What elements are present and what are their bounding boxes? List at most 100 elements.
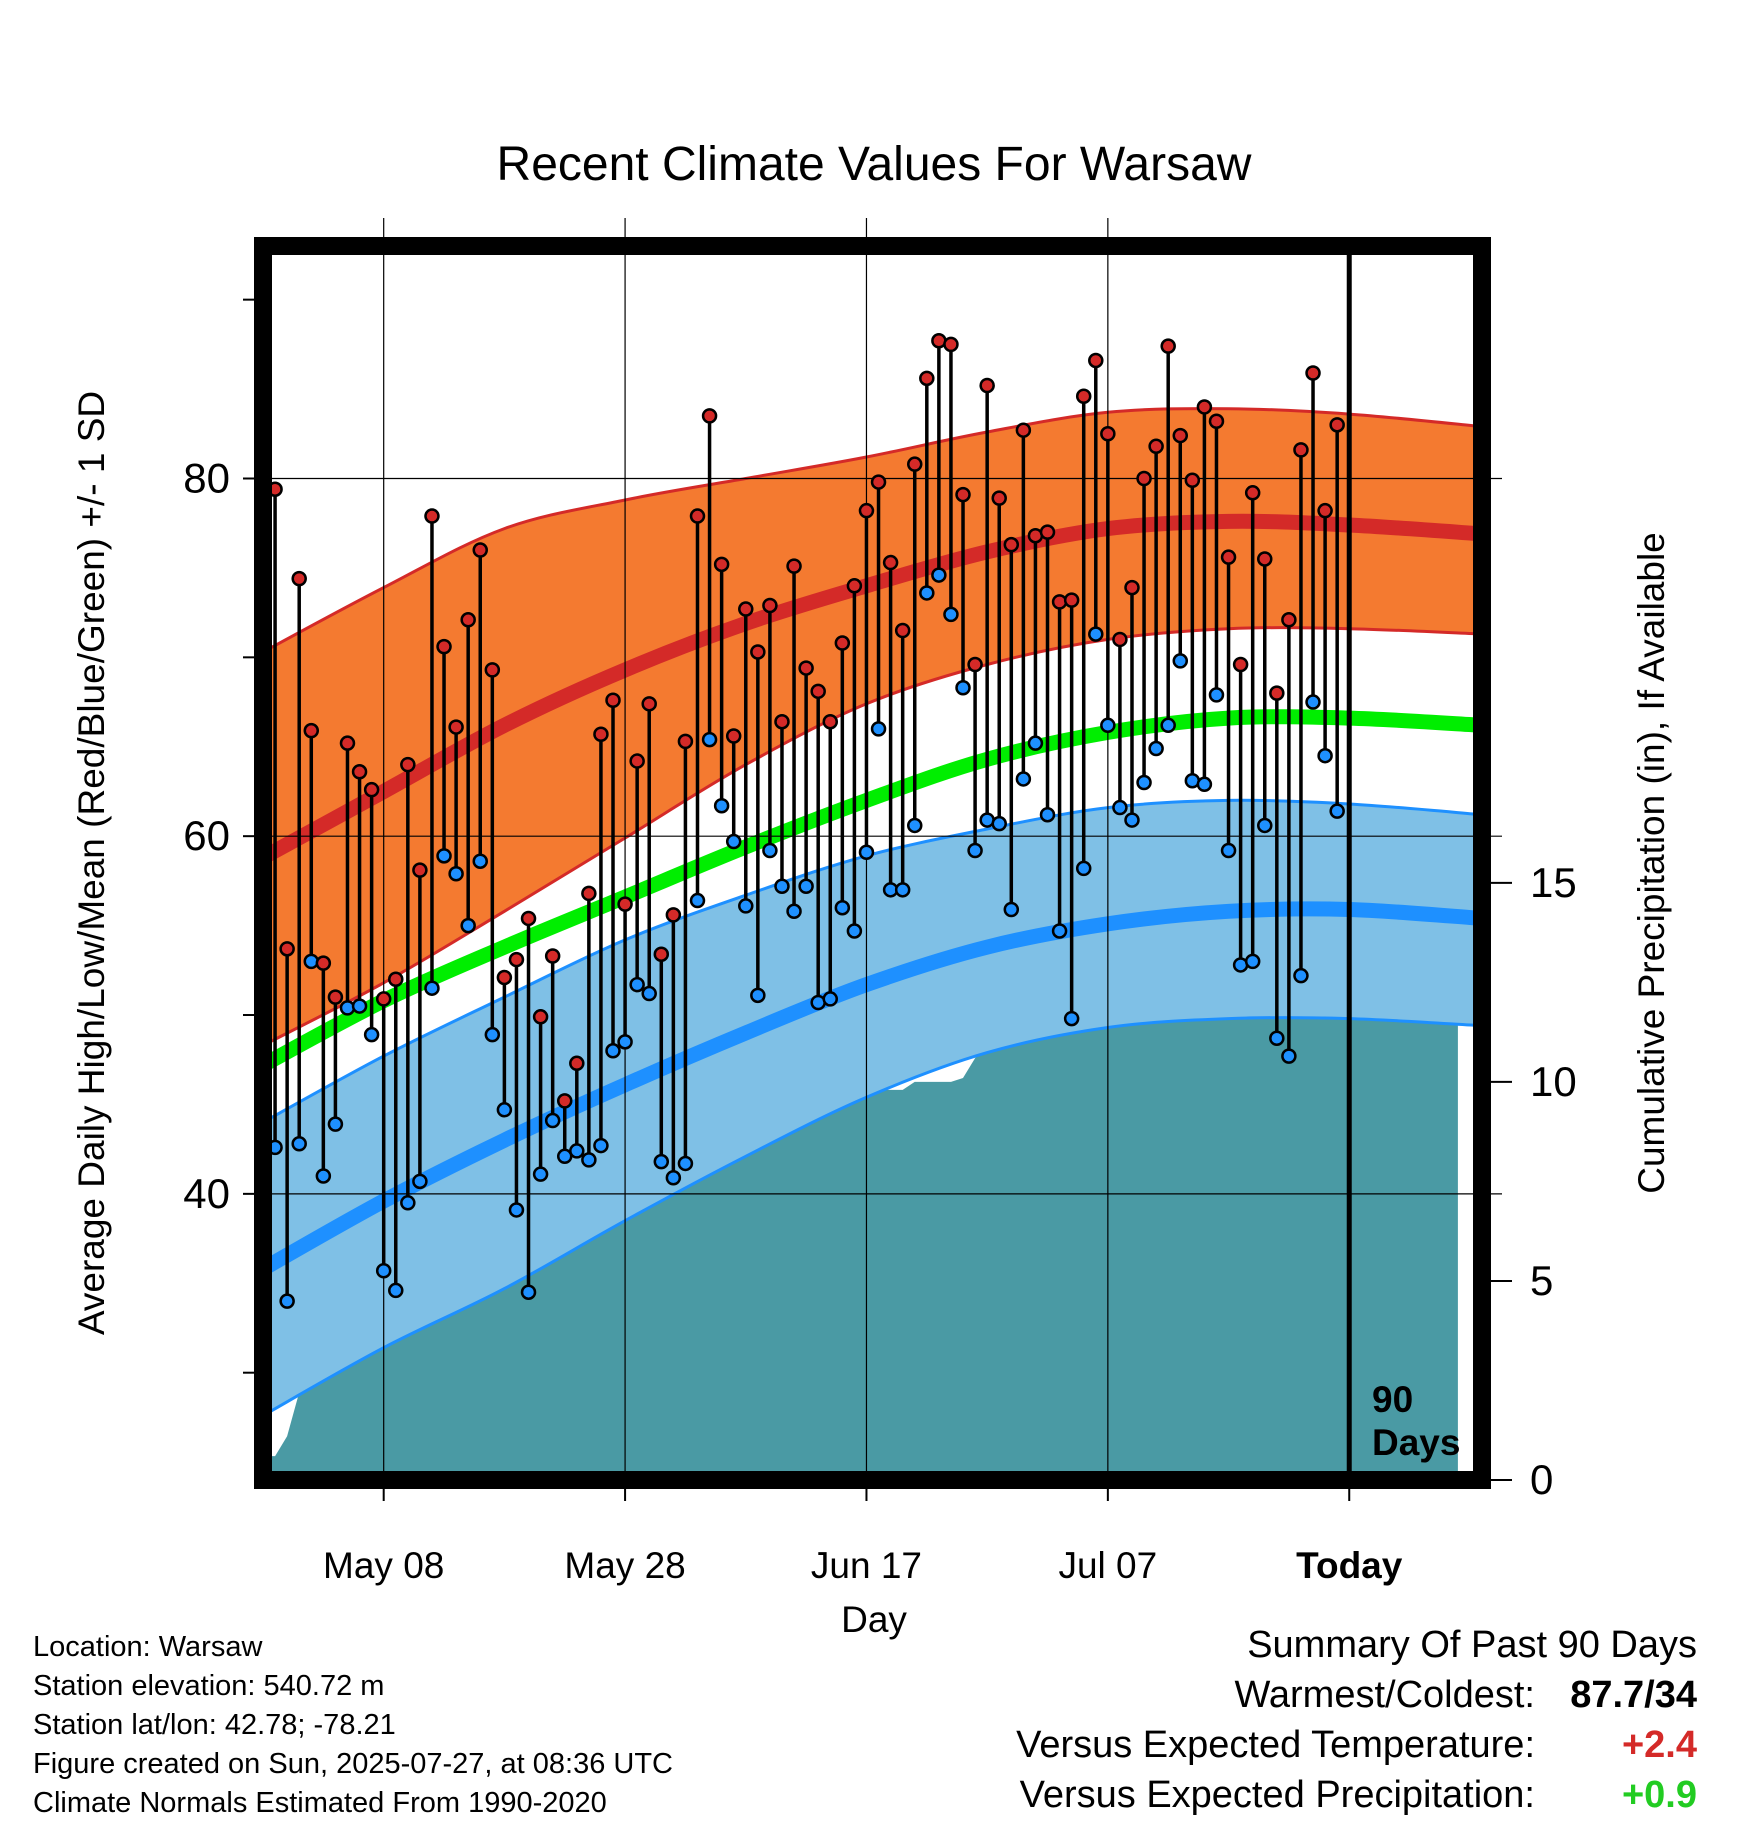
daily-low-point — [762, 842, 778, 859]
daily-low-point — [725, 833, 742, 850]
daily-low-point — [1003, 901, 1020, 918]
temp-vs-expected-label: Versus Expected Temperature: — [1016, 1724, 1535, 1766]
daily-high-point — [448, 719, 464, 735]
daily-low-point — [931, 567, 947, 583]
daily-low-point — [1100, 717, 1116, 734]
daily-low-point — [870, 721, 887, 737]
daily-high-point — [689, 508, 706, 524]
daily-high-point — [605, 692, 621, 709]
daily-high-point — [738, 601, 754, 617]
daily-low-point — [1196, 776, 1213, 793]
precip-area-layer — [263, 966, 1458, 1480]
x-tick-label: Jun 17 — [811, 1545, 922, 1586]
daily-low-point — [496, 1102, 513, 1118]
daily-high-point — [581, 885, 597, 902]
daily-high-point — [653, 946, 670, 962]
daily-low-point — [605, 1043, 621, 1059]
daily-high-point — [1269, 685, 1285, 701]
daily-low-point — [1051, 923, 1068, 939]
daily-low-point — [1208, 687, 1225, 703]
daily-high-point — [508, 951, 525, 968]
station-latlon: Station lat/lon: 42.78; -78.21 — [33, 1709, 396, 1741]
daily-high-point — [786, 558, 802, 574]
daily-low-point — [1027, 735, 1044, 751]
daily-high-point — [436, 638, 452, 655]
daily-low-point — [424, 980, 440, 996]
daily-low-point — [1015, 771, 1032, 787]
daily-high-point — [1124, 579, 1140, 596]
figure-created: Figure created on Sun, 2025-07-27, at 08… — [33, 1748, 673, 1780]
y2-tick-label: 10 — [1530, 1058, 1577, 1105]
daily-high-point — [400, 756, 416, 773]
daily-low-point — [665, 1170, 682, 1186]
daily-high-point — [677, 733, 694, 750]
daily-low-point — [750, 987, 766, 1004]
daily-low-point — [617, 1034, 633, 1050]
daily-low-point — [520, 1284, 537, 1300]
daily-high-point — [556, 1093, 573, 1109]
daily-low-point — [967, 842, 983, 859]
daily-low-point — [955, 679, 971, 696]
summary-warm-cold-row: Warmest/Coldest: 87.7/34 — [1016, 1670, 1697, 1720]
station-location: Location: Warsaw — [33, 1631, 263, 1663]
daily-low-point — [412, 1173, 428, 1190]
daily-low-point — [1063, 1010, 1080, 1027]
daily-high-point — [979, 377, 995, 394]
daily-high-point — [1075, 388, 1092, 404]
daily-high-point — [762, 597, 778, 614]
normals-source: Climate Normals Estimated From 1990-2020 — [33, 1787, 607, 1819]
daily-high-point — [1257, 551, 1273, 567]
daily-low-point — [351, 998, 368, 1014]
daily-high-point — [532, 1009, 549, 1025]
daily-low-point — [593, 1137, 609, 1154]
daily-high-point — [870, 474, 887, 490]
daily-high-point — [810, 683, 826, 700]
daily-low-point — [363, 1026, 380, 1043]
y-tick-label: 80 — [183, 454, 230, 501]
daily-low-point — [279, 1293, 295, 1309]
daily-range-layer — [255, 333, 1345, 1309]
daily-high-point — [388, 971, 404, 987]
daily-high-point — [955, 486, 971, 503]
daily-low-point — [1269, 1030, 1285, 1047]
daily-high-point — [1015, 422, 1032, 438]
daily-high-point — [1112, 631, 1128, 648]
daily-low-point — [919, 585, 935, 601]
daily-high-point — [1293, 442, 1309, 458]
daily-low-point — [641, 985, 657, 1002]
daily-low-point — [846, 923, 863, 939]
daily-low-point — [653, 1153, 670, 1170]
daily-low-point — [1148, 740, 1164, 757]
precip-vs-expected-label: Versus Expected Precipitation: — [1019, 1774, 1535, 1816]
daily-high-point — [1136, 470, 1152, 487]
daily-low-point — [315, 1168, 332, 1184]
daily-high-point — [412, 862, 428, 878]
daily-high-point — [375, 991, 392, 1007]
y-tick-label: 40 — [183, 1170, 230, 1217]
daily-low-point — [713, 798, 730, 814]
daily-high-point — [629, 753, 645, 769]
daily-low-point — [738, 898, 754, 914]
daily-high-point — [472, 542, 488, 558]
x-tick-label: Jul 07 — [1058, 1545, 1157, 1586]
daily-low-point — [1039, 806, 1056, 823]
daily-high-point — [1039, 524, 1056, 540]
daily-low-point — [629, 976, 645, 993]
daily-low-point — [460, 917, 476, 934]
daily-high-point — [593, 726, 609, 742]
daily-low-point — [569, 1143, 585, 1159]
summary-temp-row: Versus Expected Temperature: +2.4 — [1016, 1720, 1697, 1770]
chart-title: Recent Climate Values For Warsaw — [497, 138, 1252, 191]
daily-low-point — [1088, 626, 1104, 642]
daily-low-point — [834, 899, 851, 916]
y2-tick-label: 5 — [1530, 1257, 1553, 1304]
daily-low-point — [532, 1166, 549, 1182]
daily-high-point — [725, 728, 742, 744]
daily-low-point — [1160, 717, 1176, 734]
daily-low-point — [894, 882, 911, 898]
daily-high-point — [279, 941, 295, 957]
daily-high-point — [882, 554, 899, 571]
daily-high-point — [1196, 399, 1213, 415]
daily-high-point — [1232, 656, 1249, 673]
